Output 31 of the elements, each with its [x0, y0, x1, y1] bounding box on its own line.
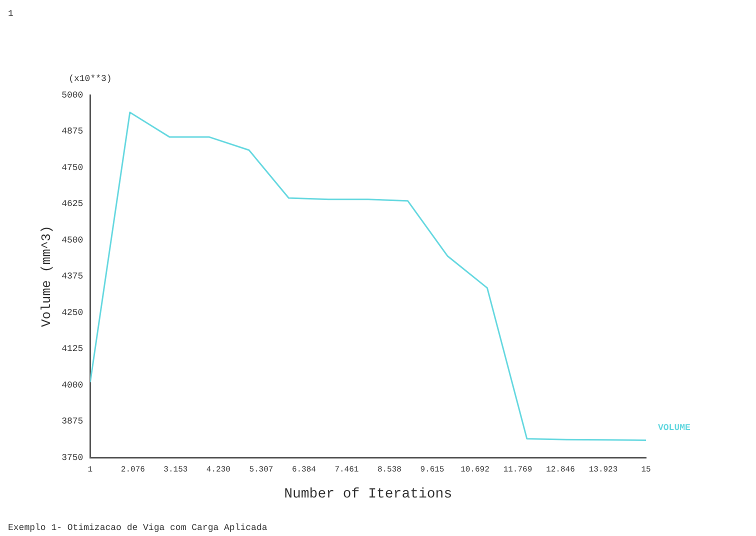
y-tick-label: 3750	[62, 452, 84, 463]
y-axis-title: Volume (mm^3)	[39, 226, 54, 328]
y-tick-label: 4375	[62, 272, 84, 282]
text: Exemplo 1- Otimizacao de Viga com Carga Aplicada	[8, 523, 268, 533]
x-tick-label: 10.692	[460, 466, 490, 475]
x-tick-label: 9.615	[420, 466, 444, 475]
y-tick-label: 4000	[62, 380, 84, 390]
y-tick-label: 4750	[62, 162, 84, 173]
y-tick-label: 4625	[62, 199, 84, 210]
x-tick-label: 1	[88, 466, 93, 475]
series-label: VOLUME	[658, 423, 692, 434]
x-tick-label: 2.076	[120, 466, 146, 475]
x-axis-title: Number of Iterations	[284, 486, 452, 502]
y-tick-label: 5000	[62, 90, 84, 100]
y-tick-label: 4250	[62, 308, 84, 318]
text: (x10**3)	[68, 74, 112, 84]
y-tick-label: 4875	[62, 126, 84, 137]
y-tick-label: 3875	[62, 416, 84, 427]
x-tick-label: 3.153	[164, 466, 188, 475]
x-tick-label: 8.538	[377, 466, 402, 475]
y-tick-label: 4500	[62, 235, 84, 246]
x-tick-label: 11.769	[503, 466, 532, 475]
x-tick-label: 6.384	[292, 466, 316, 475]
y-tick-label: 4125	[62, 344, 84, 354]
text: 1	[8, 9, 14, 19]
x-tick-label: 5.307	[249, 466, 274, 475]
x-tick-label: 4.230	[206, 466, 231, 475]
x-tick-label: 15	[641, 466, 651, 475]
x-tick-label: 7.461	[334, 466, 359, 475]
x-tick-label: 13.923	[588, 466, 618, 475]
x-tick-label: 12.846	[546, 466, 576, 475]
